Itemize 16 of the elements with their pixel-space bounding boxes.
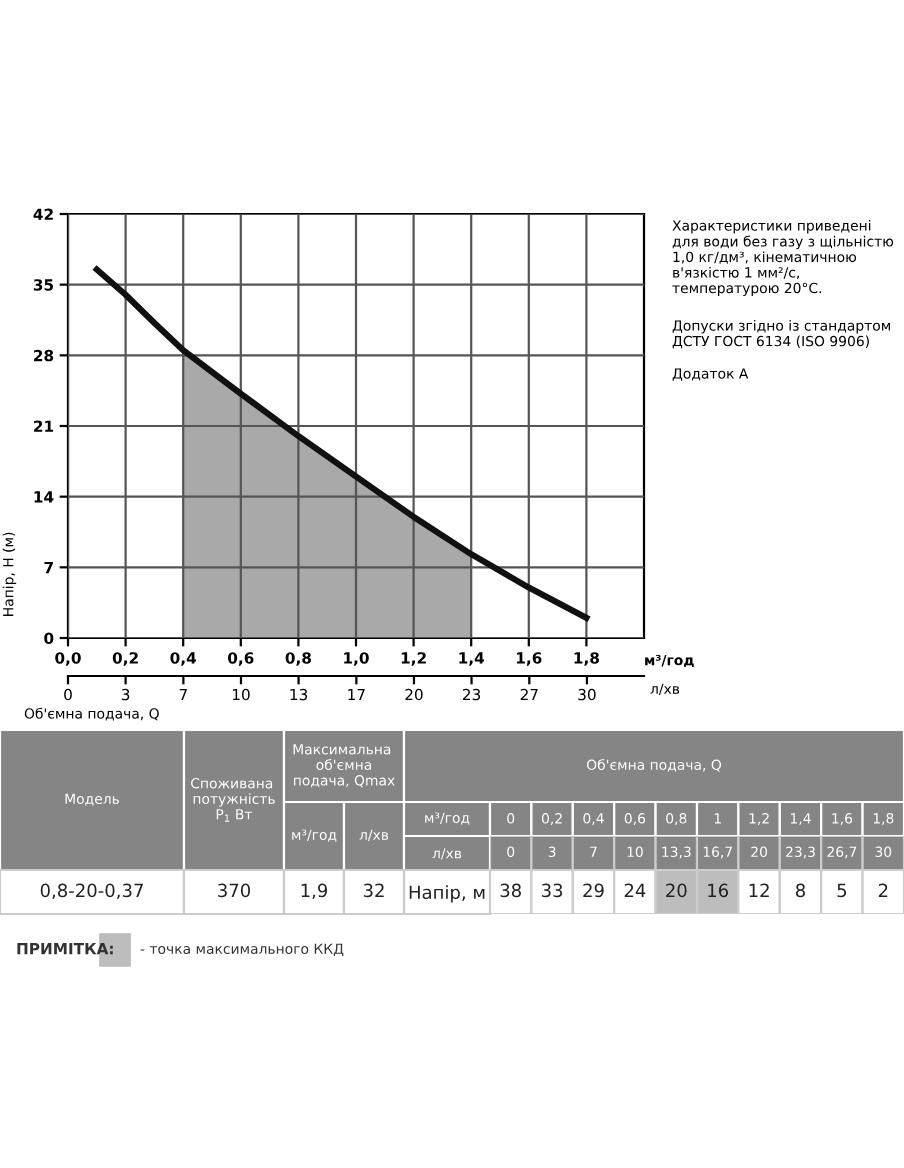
data-label: 24 — [624, 883, 646, 897]
data-label: 5 — [837, 883, 847, 898]
data-label: 38 — [500, 883, 521, 898]
text: 0,8-20-0,37 — [40, 883, 143, 900]
text: 32 — [363, 883, 384, 898]
y-tick-label: Напір, м — [409, 885, 485, 903]
data-label: 29 — [583, 883, 604, 898]
line-series — [93, 266, 590, 621]
data-label: 8 — [795, 883, 806, 898]
data-label: 33 — [541, 883, 563, 898]
data-label: 12 — [749, 883, 769, 897]
data-label: 2 — [878, 883, 888, 897]
data-label: 16 — [708, 883, 729, 898]
text: 370 — [218, 883, 251, 898]
data-label: 20 — [666, 883, 687, 898]
text: 1,9 — [301, 883, 328, 900]
